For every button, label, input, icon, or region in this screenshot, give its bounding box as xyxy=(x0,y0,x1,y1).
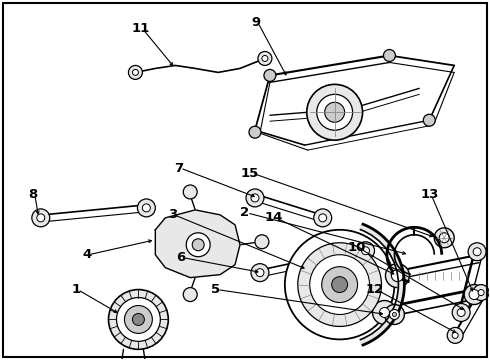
Circle shape xyxy=(258,51,272,66)
Text: 2: 2 xyxy=(241,206,249,219)
Circle shape xyxy=(318,214,327,222)
Circle shape xyxy=(385,305,404,324)
Text: 12: 12 xyxy=(366,283,384,296)
Circle shape xyxy=(478,289,484,296)
Circle shape xyxy=(246,189,264,207)
Text: 11: 11 xyxy=(131,22,149,35)
Circle shape xyxy=(390,310,399,319)
Circle shape xyxy=(251,194,259,202)
Circle shape xyxy=(464,285,484,305)
Circle shape xyxy=(317,94,353,130)
Text: 1: 1 xyxy=(71,283,80,296)
Circle shape xyxy=(124,306,152,333)
Circle shape xyxy=(322,267,358,302)
Circle shape xyxy=(469,289,479,300)
Circle shape xyxy=(264,69,276,81)
Circle shape xyxy=(357,242,374,260)
Circle shape xyxy=(183,288,197,302)
Circle shape xyxy=(447,328,463,343)
Circle shape xyxy=(183,185,197,199)
Circle shape xyxy=(332,276,347,293)
Circle shape xyxy=(137,199,155,217)
Circle shape xyxy=(362,247,369,255)
Circle shape xyxy=(285,230,394,339)
Circle shape xyxy=(473,248,481,256)
Text: 9: 9 xyxy=(251,16,261,29)
Circle shape xyxy=(249,126,261,138)
Circle shape xyxy=(372,301,396,324)
Circle shape xyxy=(262,55,268,62)
Circle shape xyxy=(186,233,210,257)
Circle shape xyxy=(423,114,435,126)
Circle shape xyxy=(392,312,396,316)
Circle shape xyxy=(256,269,264,276)
Polygon shape xyxy=(155,210,240,278)
Text: 13: 13 xyxy=(420,188,439,202)
Text: 7: 7 xyxy=(173,162,183,175)
Text: 5: 5 xyxy=(211,283,220,296)
Circle shape xyxy=(255,235,269,249)
Circle shape xyxy=(37,214,45,222)
Circle shape xyxy=(143,204,150,212)
Circle shape xyxy=(434,228,454,248)
Text: 6: 6 xyxy=(176,251,186,264)
Text: 4: 4 xyxy=(82,248,91,261)
Text: 14: 14 xyxy=(265,211,283,224)
Circle shape xyxy=(192,239,204,251)
Circle shape xyxy=(117,298,160,341)
Circle shape xyxy=(468,243,486,261)
Circle shape xyxy=(452,332,458,338)
Polygon shape xyxy=(360,224,404,346)
Circle shape xyxy=(473,285,489,301)
Circle shape xyxy=(392,270,403,282)
Circle shape xyxy=(298,243,382,327)
Text: 3: 3 xyxy=(168,208,177,221)
Circle shape xyxy=(439,233,449,243)
Circle shape xyxy=(128,66,143,80)
Circle shape xyxy=(384,50,395,62)
Text: 8: 8 xyxy=(28,188,37,202)
Circle shape xyxy=(32,209,50,227)
Circle shape xyxy=(108,289,168,349)
Text: 15: 15 xyxy=(241,167,259,180)
Circle shape xyxy=(379,307,390,318)
Circle shape xyxy=(325,102,344,122)
Text: 10: 10 xyxy=(347,241,366,254)
Circle shape xyxy=(310,255,369,315)
Circle shape xyxy=(307,84,363,140)
Circle shape xyxy=(132,314,145,325)
Circle shape xyxy=(452,303,470,321)
Circle shape xyxy=(132,69,138,75)
Circle shape xyxy=(251,264,269,282)
Circle shape xyxy=(386,264,409,288)
Circle shape xyxy=(314,209,332,227)
Circle shape xyxy=(457,309,465,316)
